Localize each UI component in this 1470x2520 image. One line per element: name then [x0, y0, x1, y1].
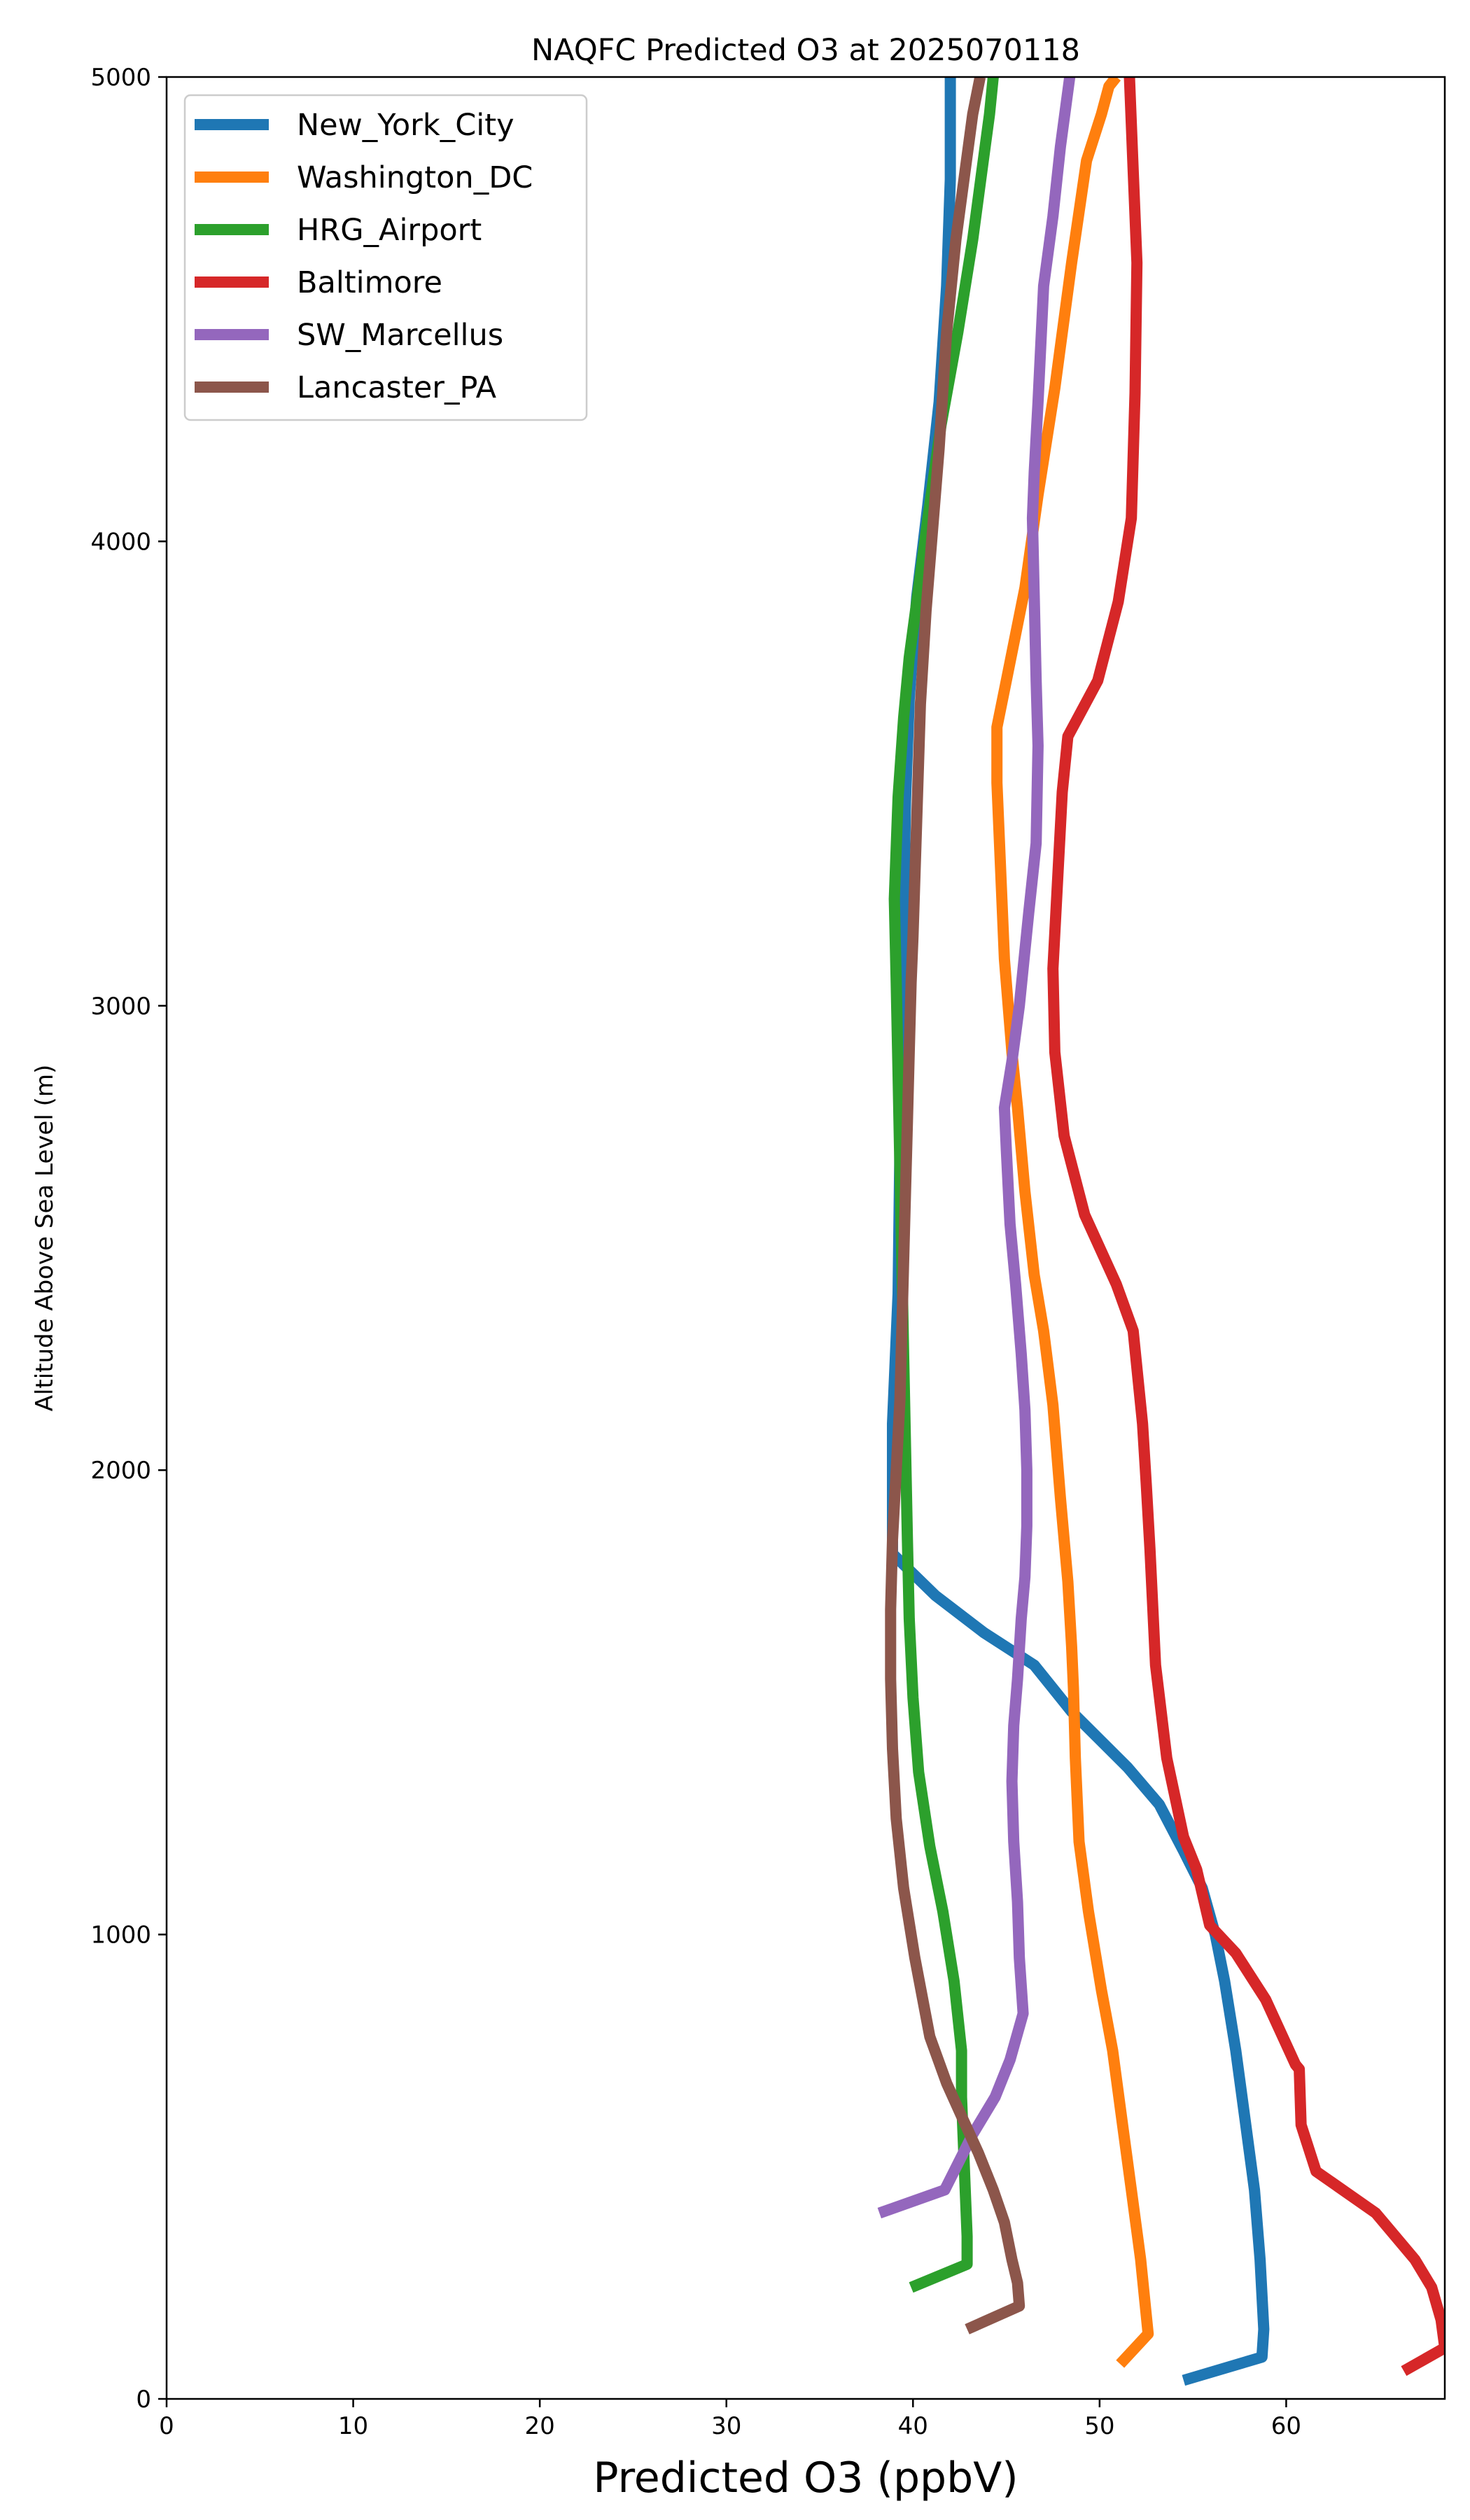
y-tick-label: 3000 — [90, 993, 151, 1021]
legend-label: Lancaster_PA — [297, 370, 497, 405]
legend-label: SW_Marcellus — [297, 318, 503, 353]
legend-label: HRG_Airport — [297, 213, 482, 248]
y-tick-label: 0 — [136, 2386, 151, 2414]
legend-label: Washington_DC — [297, 160, 533, 195]
series-line-lancaster-pa — [885, 77, 1026, 2334]
series-layer — [877, 77, 1445, 2386]
series-line-new-york-city — [887, 77, 1270, 2386]
y-axis-label: Altitude Above Sea Level (m) — [31, 1065, 59, 1412]
y-tick-label: 2000 — [90, 1457, 151, 1485]
y-tick-label: 4000 — [90, 528, 151, 556]
chart-title: NAQFC Predicted O3 at 2025070118 — [531, 33, 1080, 68]
x-tick-label: 40 — [898, 2412, 928, 2440]
y-tick-label: 5000 — [90, 64, 151, 92]
plot-frame — [165, 76, 1446, 2400]
x-tick-label: 20 — [525, 2412, 555, 2440]
series-line-sw-marcellus — [877, 77, 1076, 2219]
x-tick-label: 10 — [338, 2412, 368, 2440]
x-tick-label: 30 — [711, 2412, 741, 2440]
series-line-baltimore — [1047, 77, 1445, 2376]
x-tick-label: 60 — [1271, 2412, 1301, 2440]
y-tick-label: 1000 — [90, 1921, 151, 1949]
legend: New_York_City Washington_DC HRG_Airport Bal… — [183, 94, 588, 421]
x-tick-label: 0 — [159, 2412, 174, 2440]
axis-layer: 0 10 20 30 40 50 60 0 1000 2000 3000 4000 5000 — [90, 64, 1301, 2440]
x-axis-label: Predicted O3 (ppbV) — [593, 2454, 1018, 2502]
series-line-washington-dc — [991, 77, 1154, 2368]
legend-label: New_York_City — [297, 108, 514, 143]
legend-box — [183, 94, 588, 421]
x-tick-label: 50 — [1084, 2412, 1114, 2440]
legend-label: Baltimore — [297, 265, 442, 300]
